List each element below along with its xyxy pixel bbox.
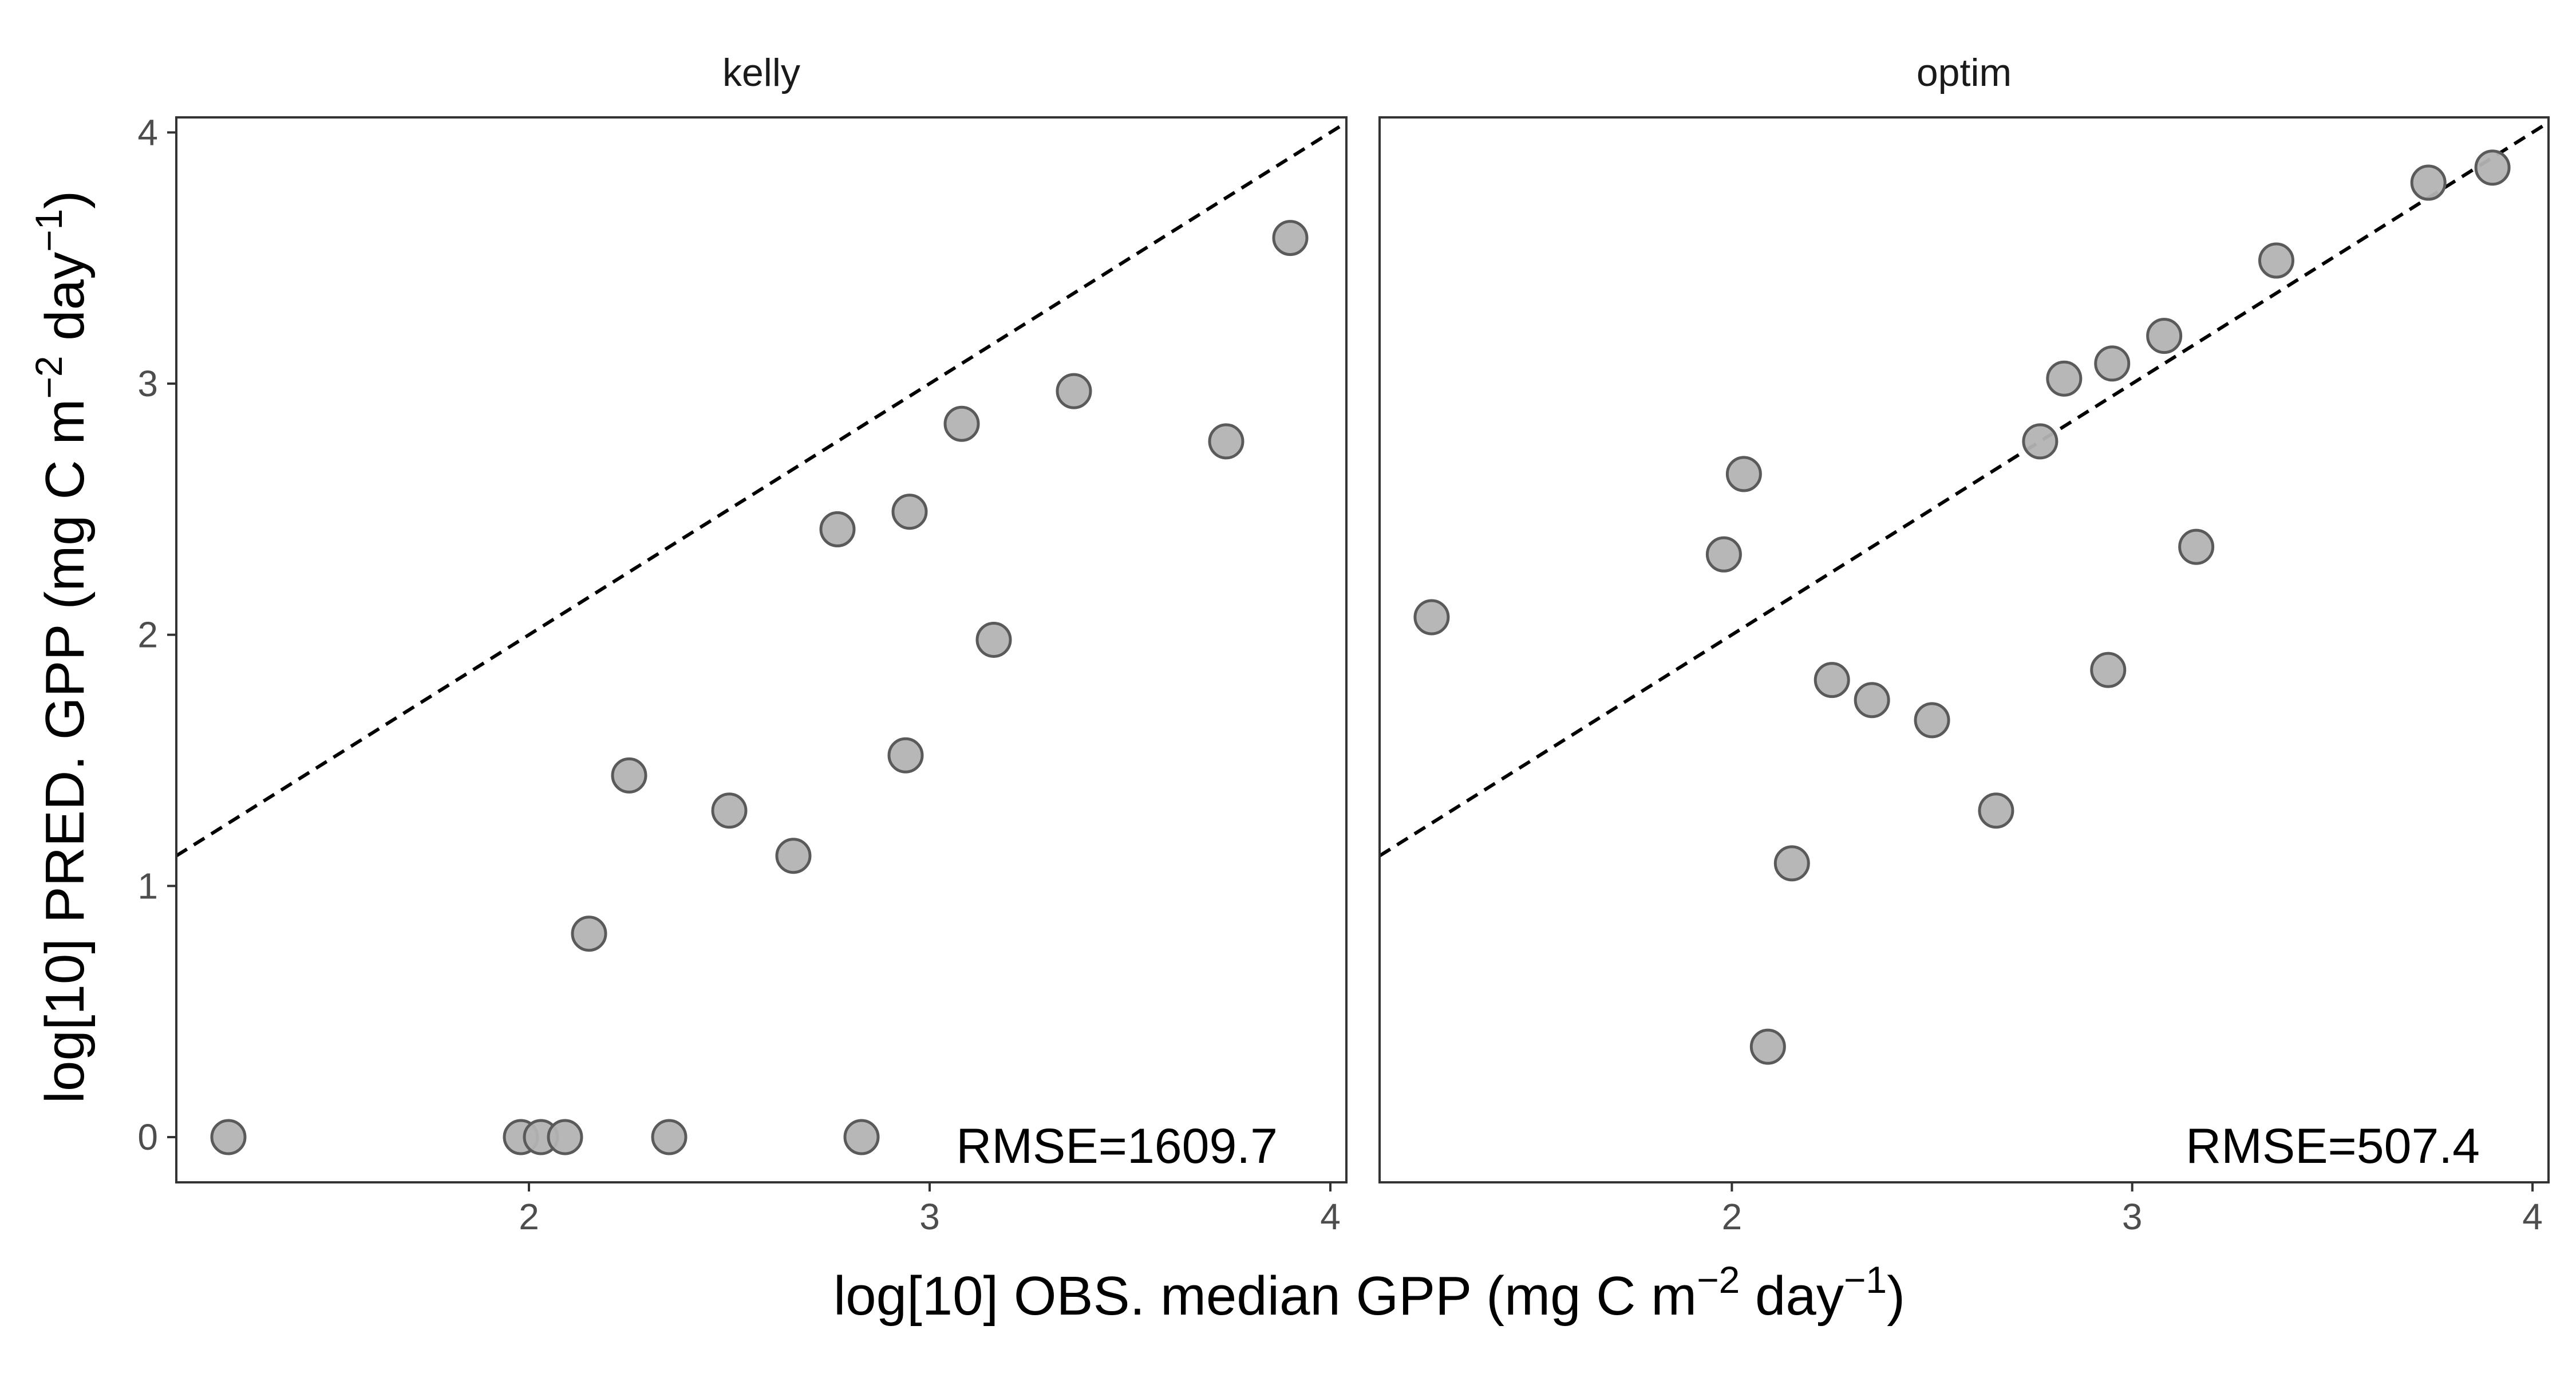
y-axis-title-sup2: −1 [27, 209, 70, 252]
data-point [1978, 792, 2014, 829]
x-tick-label: 4 [2522, 1196, 2543, 1237]
y-tick-label: 0 [137, 1116, 158, 1158]
panel-title: kelly [722, 51, 800, 94]
x-axis-title-sup1: −2 [1697, 1258, 1740, 1301]
data-point [2094, 345, 2131, 382]
data-point [1749, 1028, 1786, 1065]
y-axis-title-sup1: −2 [27, 356, 70, 398]
panel-border [175, 116, 1348, 1183]
panel-optim: optim 2 3 4 RMSE=507.4 [1378, 51, 2550, 1237]
data-point [891, 494, 928, 530]
data-point [2474, 149, 2511, 186]
data-point [611, 757, 647, 794]
data-point [1814, 662, 1850, 699]
panel-title: optim [1917, 51, 2012, 94]
panel-border [1378, 116, 2550, 1183]
x-tick-label: 3 [919, 1196, 940, 1237]
y-tick-label: 4 [137, 112, 158, 153]
data-point [1773, 845, 1810, 882]
axis-titles-layer: log[10] OBS. median GPP (mg C m−2 day−1)… [27, 191, 1905, 1327]
data-point [651, 1119, 688, 1155]
y-axis-title: log[10] PRED. GPP (mg C m−2 day−1) [27, 191, 96, 1104]
data-point [843, 1119, 880, 1155]
data-point [210, 1119, 247, 1155]
data-point [2146, 318, 2183, 354]
panel-kelly: kelly 2 3 4 0 1 2 3 4 RMSE=1609.7 [137, 51, 1348, 1237]
data-point [1854, 682, 1890, 719]
data-point [2046, 360, 2083, 397]
panel-data-area [1380, 121, 2549, 1065]
panel-data-area [176, 121, 1346, 1155]
y-tick-label: 1 [137, 865, 158, 906]
x-axis-title-mid: day [1740, 1265, 1843, 1327]
x-axis-title-main: log[10] OBS. median GPP (mg C m [833, 1265, 1697, 1327]
data-point [2090, 652, 2127, 688]
x-axis-title-end: ) [1887, 1265, 1905, 1327]
data-point [1914, 702, 1950, 739]
data-point [2410, 164, 2447, 201]
x-axis-title-sup2: −1 [1844, 1258, 1887, 1301]
data-point [1056, 373, 1092, 409]
data-point [2022, 423, 2059, 460]
panels-layer: kelly 2 3 4 0 1 2 3 4 RMSE=1609.7 optim 2 3 4 RMSE=507… [137, 51, 2550, 1237]
y-axis-title-main: log[10] PRED. GPP (mg C m [34, 399, 96, 1104]
data-point [571, 916, 607, 952]
data-point [547, 1119, 583, 1155]
data-point [819, 511, 856, 547]
x-tick-label: 2 [1722, 1196, 1743, 1237]
data-point [1705, 536, 1742, 573]
y-tick-label: 2 [137, 614, 158, 656]
data-point [1725, 456, 1762, 492]
data-point [2258, 242, 2294, 279]
x-axis-title: log[10] OBS. median GPP (mg C m−2 day−1) [833, 1258, 1905, 1327]
data-point [2178, 528, 2215, 565]
data-point [1272, 220, 1309, 257]
y-axis-title-mid: day [34, 252, 96, 356]
data-point [887, 737, 924, 774]
x-tick-label: 3 [2122, 1196, 2143, 1237]
rmse-annotation: RMSE=1609.7 [956, 1119, 1278, 1174]
data-point [1208, 423, 1244, 460]
data-point [975, 621, 1012, 658]
x-tick-label: 2 [519, 1196, 539, 1237]
rmse-annotation: RMSE=507.4 [2186, 1119, 2480, 1174]
data-point [1413, 599, 1450, 636]
identity-line [1380, 121, 2549, 858]
y-tick-label: 3 [137, 363, 158, 404]
identity-line [176, 121, 1346, 858]
x-tick-label: 4 [1320, 1196, 1341, 1237]
data-point [943, 405, 980, 442]
data-point [711, 792, 748, 829]
data-point [775, 838, 812, 874]
y-axis-title-end: ) [34, 191, 96, 209]
